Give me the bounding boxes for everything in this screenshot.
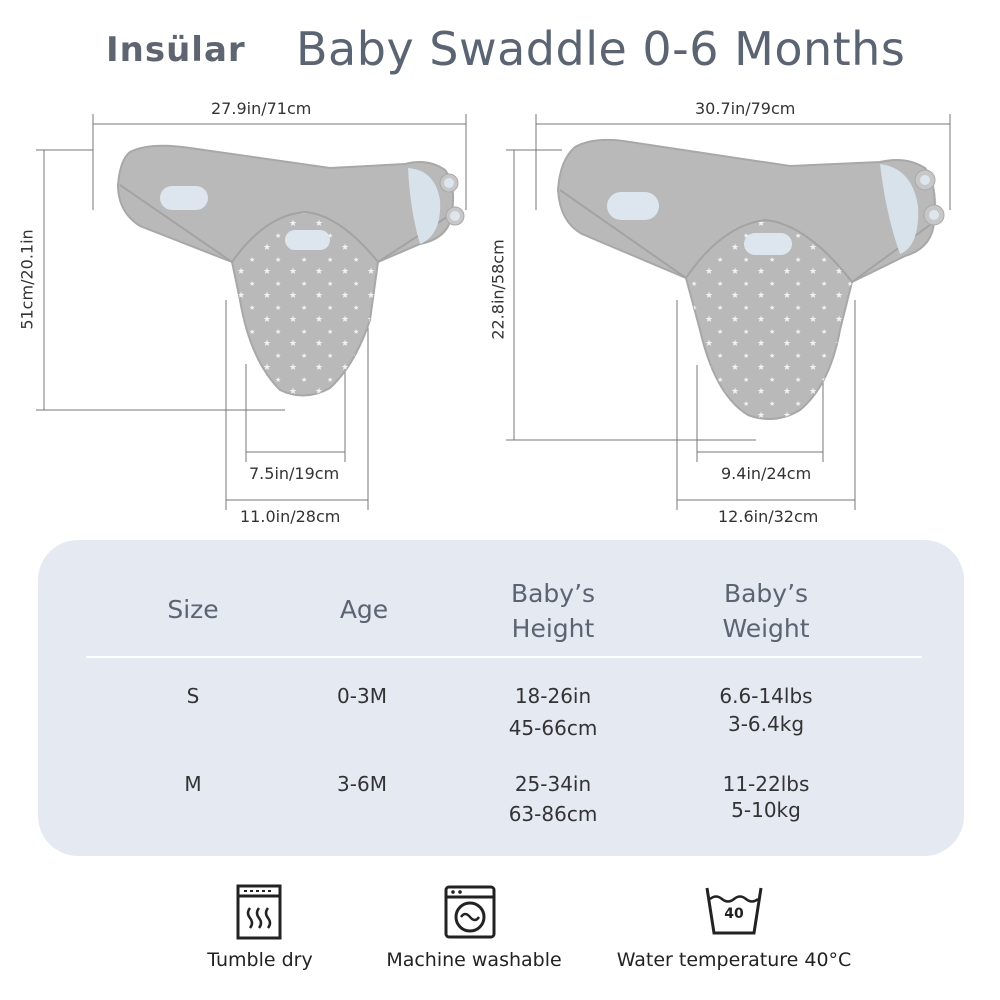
- row-s-height-in: 18-26in: [514, 684, 592, 708]
- large-height-label: 22.8in/58cm: [488, 239, 508, 340]
- row-s-age: 0-3M: [337, 684, 387, 708]
- header-size: Size: [167, 595, 219, 624]
- small-height-label: 51cm/20.1in: [17, 229, 37, 330]
- large-outer-width-label: 12.6in/32cm: [718, 507, 819, 526]
- small-width-label: 27.9in/71cm: [211, 99, 312, 118]
- row-m-weight-lbs: 11-22lbs: [722, 772, 810, 796]
- row-m-height-in: 25-34in: [514, 772, 592, 796]
- large-inner-width-label: 9.4in/24cm: [721, 464, 812, 483]
- large-width-label: 30.7in/79cm: [695, 99, 796, 118]
- page-title: Baby Swaddle 0-6 Months: [296, 22, 906, 76]
- large-swaddle-illustration: [556, 138, 945, 420]
- brand-logo: Insülar: [106, 30, 246, 70]
- machine-wash-icon: [444, 885, 496, 939]
- small-inner-width-label: 7.5in/19cm: [249, 464, 340, 483]
- row-m-age: 3-6M: [337, 772, 387, 796]
- header-age: Age: [339, 595, 389, 624]
- swaddle-diagram: ★ ★: [36, 114, 951, 510]
- small-swaddle-illustration: [116, 144, 465, 397]
- row-s-size: S: [186, 684, 200, 708]
- row-s-weight-lbs: 6.6-14lbs: [719, 684, 813, 708]
- water-temp-label: Water temperature 40°C: [616, 949, 852, 971]
- row-s-weight-kg: 3-6.4kg: [727, 712, 805, 736]
- small-outer-width-label: 11.0in/28cm: [240, 507, 341, 526]
- water-temp-icon: [705, 887, 763, 935]
- row-s-height-cm: 45-66cm: [508, 716, 598, 740]
- machine-wash-label: Machine washable: [386, 949, 562, 971]
- tumble-dry-icon: [236, 884, 282, 940]
- row-m-height-cm: 63-86cm: [508, 802, 598, 826]
- header-divider: [86, 656, 922, 658]
- size-table: Size Age Baby’s Height Baby’s Weight S 0-3…: [38, 540, 964, 856]
- water-temp-icon-text: 40: [724, 906, 744, 922]
- header-weight: Baby’s Weight: [722, 579, 810, 643]
- row-m-weight-kg: 5-10kg: [731, 798, 801, 822]
- tumble-dry-label: Tumble dry: [207, 949, 313, 971]
- header-height: Baby’s Height: [510, 579, 596, 643]
- row-m-size: M: [184, 772, 202, 796]
